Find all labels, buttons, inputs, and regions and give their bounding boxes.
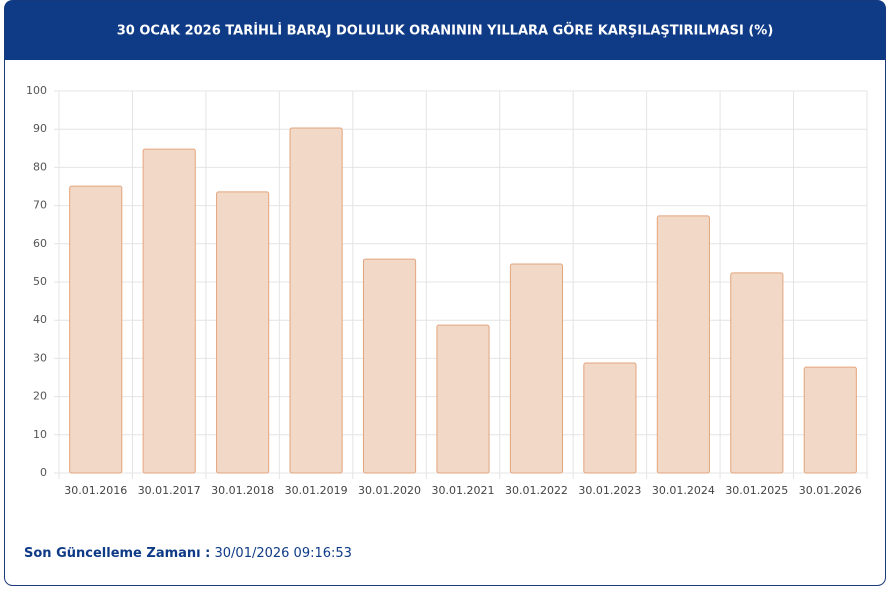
x-tick-label: 30.01.2026	[799, 484, 862, 497]
footer-value: 30/01/2026 09:16:53	[215, 546, 352, 561]
chart-title: 30 OCAK 2026 TARİHLİ BARAJ DOLULUK ORANI…	[117, 23, 774, 39]
x-tick-label: 30.01.2017	[138, 484, 201, 497]
x-tick-label: 30.01.2021	[432, 484, 495, 497]
bar	[142, 148, 196, 474]
y-tick-label: 70	[33, 199, 47, 212]
bar	[289, 127, 343, 474]
bar	[436, 324, 490, 474]
bar	[803, 366, 857, 474]
y-tick-label: 30	[33, 351, 47, 364]
x-tick-label: 30.01.2018	[211, 484, 274, 497]
bar	[362, 258, 417, 474]
plot: 0 10 20 30 40 50 60 70 80 90 100 30.01.2016 30.01.20…	[26, 84, 868, 497]
bar	[656, 215, 710, 474]
y-tick-label: 100	[26, 84, 47, 97]
y-tick-label: 0	[40, 466, 47, 479]
bar	[509, 263, 564, 474]
bar	[69, 185, 123, 474]
y-tick-label: 20	[33, 390, 47, 403]
footer-label: Son Güncelleme Zamanı :	[24, 546, 210, 561]
footer: Son Güncelleme Zamanı : 30/01/2026 09:16…	[24, 546, 352, 561]
bar	[583, 362, 637, 474]
bar	[730, 272, 784, 474]
header	[4, 0, 886, 60]
x-tick-label: 30.01.2025	[725, 484, 788, 497]
y-tick-label: 80	[33, 160, 47, 173]
y-tick-label: 90	[33, 122, 47, 135]
y-tick-label: 10	[33, 428, 47, 441]
x-tick-label: 30.01.2016	[64, 484, 127, 497]
y-tick-label: 60	[33, 237, 47, 250]
x-tick-label: 30.01.2019	[285, 484, 348, 497]
y-tick-label: 50	[33, 275, 47, 288]
x-tick-label: 30.01.2023	[578, 484, 641, 497]
x-tick-label: 30.01.2024	[652, 484, 715, 497]
x-tick-label: 30.01.2022	[505, 484, 568, 497]
y-tick-label: 40	[33, 313, 47, 326]
x-tick-label: 30.01.2020	[358, 484, 421, 497]
bar	[216, 191, 270, 474]
